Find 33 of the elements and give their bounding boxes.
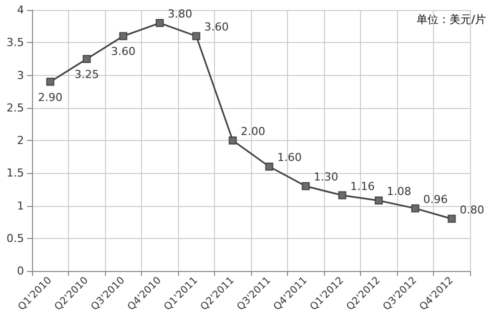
data-label: 3.80 xyxy=(168,8,192,21)
data-label: 1.60 xyxy=(277,151,302,164)
data-label: 1.30 xyxy=(314,170,338,184)
data-label: 1.08 xyxy=(386,185,412,198)
point xyxy=(338,191,346,200)
data-label: 3.25 xyxy=(74,68,99,81)
y-tick-label: 0 xyxy=(17,264,24,278)
data-label: 2.00 xyxy=(240,125,266,138)
data-label: 3.60 xyxy=(204,20,229,34)
y-tick-label: 2.5 xyxy=(6,101,24,114)
point xyxy=(448,214,456,223)
data-label: 3.60 xyxy=(111,45,136,58)
y-tick-label: 1.5 xyxy=(6,166,24,180)
point xyxy=(302,182,310,190)
y-tick-label: 1 xyxy=(17,199,24,212)
y-tick-label: 2 xyxy=(17,134,24,147)
point xyxy=(192,32,200,40)
y-tick-label: 0.5 xyxy=(6,232,24,245)
y-tick-label: 4 xyxy=(17,4,24,16)
point xyxy=(228,136,237,144)
data-label: 1.16 xyxy=(350,180,375,193)
point xyxy=(411,204,420,212)
point xyxy=(46,78,54,86)
point xyxy=(82,54,91,63)
y-tick-label: 3 xyxy=(17,68,24,82)
point xyxy=(374,196,383,205)
point xyxy=(156,19,164,28)
data-label: 0.96 xyxy=(423,192,448,206)
data-label: 0.80 xyxy=(460,203,484,216)
point xyxy=(265,162,274,171)
point xyxy=(119,32,128,40)
y-tick-label: 3.5 xyxy=(6,36,24,50)
data-label: 2.90 xyxy=(38,90,62,104)
